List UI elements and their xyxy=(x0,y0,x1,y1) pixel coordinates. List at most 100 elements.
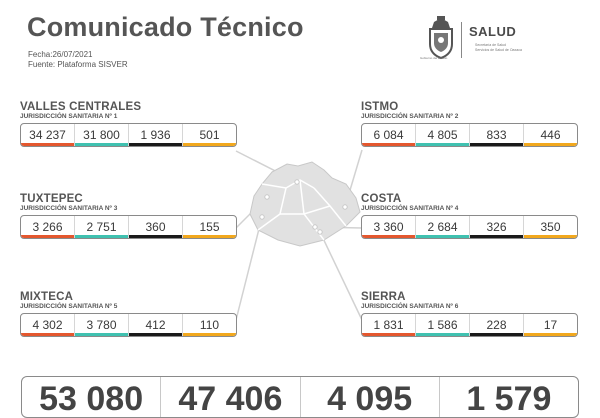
total-value-4: 1 579 xyxy=(466,380,552,418)
region-jurisdiction: JURISDICCIÓN SANITARIA Nº 4 xyxy=(361,205,459,212)
region-border-south xyxy=(280,205,331,215)
stat-value-2: 2 684 xyxy=(427,220,458,234)
stat-bar-3 xyxy=(470,235,523,238)
stat-value-4: 350 xyxy=(540,220,561,234)
stat-value-3: 228 xyxy=(486,318,507,332)
stat-bar-1 xyxy=(21,143,74,146)
stat-value-4: 501 xyxy=(199,128,220,142)
stat-cell-3: 228 xyxy=(470,314,524,336)
marker-valles xyxy=(294,179,300,185)
stat-bar-4 xyxy=(183,333,236,336)
stat-cell-3: 326 xyxy=(470,216,524,238)
region-stats: 4 302 3 780 412 110 xyxy=(20,313,237,337)
stat-value-4: 446 xyxy=(540,128,561,142)
data-source: Fuente: Plataforma SISVER xyxy=(28,60,128,69)
stat-value-3: 1 936 xyxy=(140,128,171,142)
page-title: Comunicado Técnico xyxy=(27,12,304,42)
marker-tuxtepec xyxy=(264,194,270,200)
stat-bar-2 xyxy=(75,333,128,336)
stat-bar-2 xyxy=(416,333,469,336)
region-valles-centrales: VALLES CENTRALES JURISDICCIÓN SANITARIA … xyxy=(20,101,237,147)
stat-bar-4 xyxy=(183,235,236,238)
stat-cell-2: 2 684 xyxy=(416,216,470,238)
region-jurisdiction: JURISDICCIÓN SANITARIA Nº 5 xyxy=(20,303,118,310)
stat-bar-3 xyxy=(470,333,523,336)
stat-value-3: 412 xyxy=(145,318,166,332)
stat-value-1: 6 084 xyxy=(373,128,404,142)
stat-value-3: 326 xyxy=(486,220,507,234)
stat-bar-4 xyxy=(524,235,577,238)
stat-bar-3 xyxy=(470,143,523,146)
stat-cell-4: 155 xyxy=(183,216,236,238)
stat-cell-4: 110 xyxy=(183,314,236,336)
total-value-1: 53 080 xyxy=(22,377,162,417)
region-tuxtepec: TUXTEPEC JURISDICCIÓN SANITARIA Nº 3 3 2… xyxy=(20,193,237,239)
stat-bar-2 xyxy=(416,235,469,238)
region-jurisdiction: JURISDICCIÓN SANITARIA Nº 1 xyxy=(20,113,118,120)
salud-servicios: Servicios de Salud de Oaxaca xyxy=(475,48,522,52)
total-value-3: 4 095 xyxy=(301,377,440,417)
region-stats: 6 084 4 805 833 446 xyxy=(361,123,578,147)
stat-bar-2 xyxy=(75,235,128,238)
report-date: Fecha:26/07/2021 xyxy=(28,50,93,59)
stat-bar-2 xyxy=(75,143,128,146)
stat-cell-1: 3 360 xyxy=(362,216,416,238)
stat-cell-4: 446 xyxy=(524,124,577,146)
stat-cell-1: 1 831 xyxy=(362,314,416,336)
stat-bar-1 xyxy=(21,235,74,238)
stat-cell-1: 34 237 xyxy=(21,124,75,146)
stat-cell-2: 3 780 xyxy=(75,314,129,336)
region-jurisdiction: JURISDICCIÓN SANITARIA Nº 2 xyxy=(361,113,459,120)
stat-cell-2: 4 805 xyxy=(416,124,470,146)
stat-value-1: 34 237 xyxy=(29,128,66,142)
connector-sierra xyxy=(319,231,363,321)
stat-cell-3: 833 xyxy=(470,124,524,146)
region-name: COSTA xyxy=(361,193,402,205)
region-name: MIXTECA xyxy=(20,291,74,303)
stat-bar-4 xyxy=(524,143,577,146)
marker-mixteca xyxy=(259,214,265,220)
region-name: ISTMO xyxy=(361,101,399,113)
totals-panel: 53 080 47 406 4 095 1 579 xyxy=(21,376,579,418)
logo-divider xyxy=(461,22,462,58)
stat-value-2: 31 800 xyxy=(83,128,120,142)
stat-value-1: 3 266 xyxy=(32,220,63,234)
stat-value-3: 833 xyxy=(486,128,507,142)
stat-bar-2 xyxy=(416,143,469,146)
stat-value-1: 3 360 xyxy=(373,220,404,234)
salud-secretaria: Secretaría de Salud xyxy=(475,43,506,47)
salud-brand: SALUD xyxy=(469,24,517,39)
emblem-caption: Gobierno del Estado xyxy=(420,56,448,60)
stat-value-2: 4 805 xyxy=(427,128,458,142)
stat-bar-1 xyxy=(362,143,415,146)
marker-istmo xyxy=(342,204,348,210)
region-istmo: ISTMO JURISDICCIÓN SANITARIA Nº 2 6 084 … xyxy=(361,101,578,147)
connector-mixteca xyxy=(235,216,263,321)
stat-cell-4: 350 xyxy=(524,216,577,238)
oaxaca-state-shape xyxy=(249,161,361,247)
region-stats: 3 360 2 684 326 350 xyxy=(361,215,578,239)
stat-cell-3: 412 xyxy=(129,314,183,336)
stat-value-4: 110 xyxy=(199,318,220,332)
region-border-north xyxy=(261,179,315,189)
stat-bar-1 xyxy=(21,333,74,336)
stat-cell-3: 1 936 xyxy=(129,124,183,146)
region-mixteca: MIXTECA JURISDICCIÓN SANITARIA Nº 5 4 30… xyxy=(20,291,237,337)
stat-bar-4 xyxy=(524,333,577,336)
stat-value-1: 4 302 xyxy=(32,318,63,332)
region-name: TUXTEPEC xyxy=(20,193,83,205)
region-name: SIERRA xyxy=(361,291,406,303)
oaxaca-map xyxy=(235,149,363,321)
marker-sierra xyxy=(317,229,323,235)
stat-value-2: 1 586 xyxy=(427,318,458,332)
stat-value-4: 155 xyxy=(199,220,220,234)
stat-bar-3 xyxy=(129,333,182,336)
stat-value-4: 17 xyxy=(543,318,558,332)
stat-bar-3 xyxy=(129,143,182,146)
stat-value-3: 360 xyxy=(145,220,166,234)
stat-bar-3 xyxy=(129,235,182,238)
region-costa: COSTA JURISDICCIÓN SANITARIA Nº 4 3 360 … xyxy=(361,193,578,239)
stat-cell-2: 31 800 xyxy=(75,124,129,146)
stat-bar-4 xyxy=(183,143,236,146)
region-jurisdiction: JURISDICCIÓN SANITARIA Nº 3 xyxy=(20,205,118,212)
